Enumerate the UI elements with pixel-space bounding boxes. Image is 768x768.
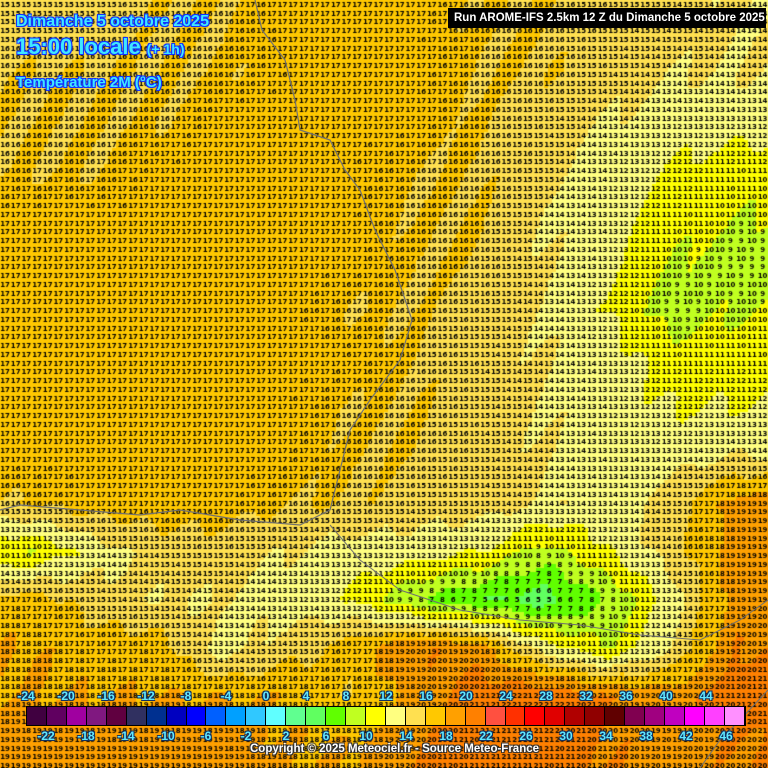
legend-label-bottom: 46 — [719, 729, 733, 743]
legend-swatch — [306, 707, 327, 725]
legend-label-bottom: -2 — [240, 729, 252, 743]
legend-label-bottom: 18 — [439, 729, 453, 743]
legend-label-top: 40 — [659, 689, 673, 703]
legend-label-bottom: 22 — [479, 729, 493, 743]
legend-label-top: 20 — [459, 689, 473, 703]
legend-label-bottom: 38 — [639, 729, 653, 743]
legend-swatch — [206, 707, 227, 725]
legend-swatch — [326, 707, 346, 725]
legend-label-top: 4 — [302, 689, 310, 703]
legend-swatch — [226, 707, 247, 725]
legend-swatch — [106, 707, 127, 725]
legend-label-top: -16 — [97, 689, 115, 703]
legend-swatch — [445, 707, 466, 725]
legend-label-top: 24 — [499, 689, 513, 703]
legend-label-top: 0 — [262, 689, 270, 703]
legend-swatch — [485, 707, 506, 725]
legend-label-bottom: 14 — [399, 729, 413, 743]
legend-label-top: 36 — [619, 689, 633, 703]
legend-swatch — [684, 707, 705, 725]
legend-label-top: -20 — [57, 689, 75, 703]
color-scale-legend — [26, 706, 746, 726]
legend-swatch — [365, 707, 386, 725]
coastline — [0, 0, 413, 526]
legend-swatch — [465, 707, 486, 725]
legend-swatch — [405, 707, 426, 725]
legend-swatch — [665, 707, 685, 725]
legend-label-top: -8 — [180, 689, 192, 703]
variable-title: Température 2M (°C) — [16, 74, 162, 91]
legend-swatch — [126, 707, 147, 725]
legend-swatch — [585, 707, 606, 725]
legend-swatch — [645, 707, 665, 725]
legend-swatch — [525, 707, 546, 725]
legend-label-bottom: -22 — [37, 729, 55, 743]
legend-swatch — [605, 707, 626, 725]
legend-label-bottom: 30 — [559, 729, 573, 743]
legend-swatch — [186, 707, 207, 725]
legend-swatch — [385, 707, 406, 725]
legend-swatch — [27, 707, 47, 725]
legend-swatch — [246, 707, 267, 725]
legend-label-bottom: 10 — [359, 729, 373, 743]
legend-swatch — [704, 707, 725, 725]
run-banner: Run AROME-IFS 2.5km 12 Z du Dimanche 5 o… — [448, 8, 766, 28]
legend-swatch — [46, 707, 67, 725]
border-line — [329, 524, 768, 641]
copyright-text: Copyright © 2025 Meteociel.fr - Source M… — [250, 743, 540, 755]
legend-label-bottom: -10 — [157, 729, 175, 743]
legend-label-bottom: 26 — [519, 729, 533, 743]
legend-swatch — [166, 707, 187, 725]
legend-label-bottom: 2 — [282, 729, 290, 743]
legend-label-bottom: -6 — [200, 729, 212, 743]
legend-swatch — [565, 707, 586, 725]
legend-label-bottom: 42 — [679, 729, 693, 743]
legend-label-top: 12 — [379, 689, 393, 703]
legend-swatch — [86, 707, 107, 725]
forecast-time: 15:00 locale (+ 1h) — [16, 34, 184, 60]
utc-offset: (+ 1h) — [146, 41, 185, 57]
legend-label-bottom: 6 — [322, 729, 330, 743]
legend-swatch — [545, 707, 566, 725]
legend-swatch — [625, 707, 646, 725]
legend-swatch — [66, 707, 87, 725]
legend-label-top: 8 — [342, 689, 350, 703]
local-time: 15:00 locale — [16, 34, 141, 59]
legend-swatch — [505, 707, 526, 725]
legend-label-top: 16 — [419, 689, 433, 703]
legend-label-bottom: -18 — [77, 729, 95, 743]
forecast-date: Dimanche 5 octobre 2025 — [16, 13, 209, 30]
legend-label-top: 44 — [699, 689, 713, 703]
legend-swatch — [346, 707, 366, 725]
border-line — [699, 689, 768, 768]
legend-label-top: -12 — [137, 689, 155, 703]
legend-swatch — [425, 707, 446, 725]
legend-label-bottom: 34 — [599, 729, 613, 743]
legend-label-top: -24 — [17, 689, 35, 703]
legend-label-bottom: -14 — [117, 729, 135, 743]
legend-swatch — [266, 707, 287, 725]
legend-swatch — [286, 707, 307, 725]
legend-label-top: 32 — [579, 689, 593, 703]
legend-swatch — [724, 707, 745, 725]
legend-swatch — [146, 707, 167, 725]
legend-label-top: -4 — [220, 689, 232, 703]
legend-label-top: 28 — [539, 689, 553, 703]
